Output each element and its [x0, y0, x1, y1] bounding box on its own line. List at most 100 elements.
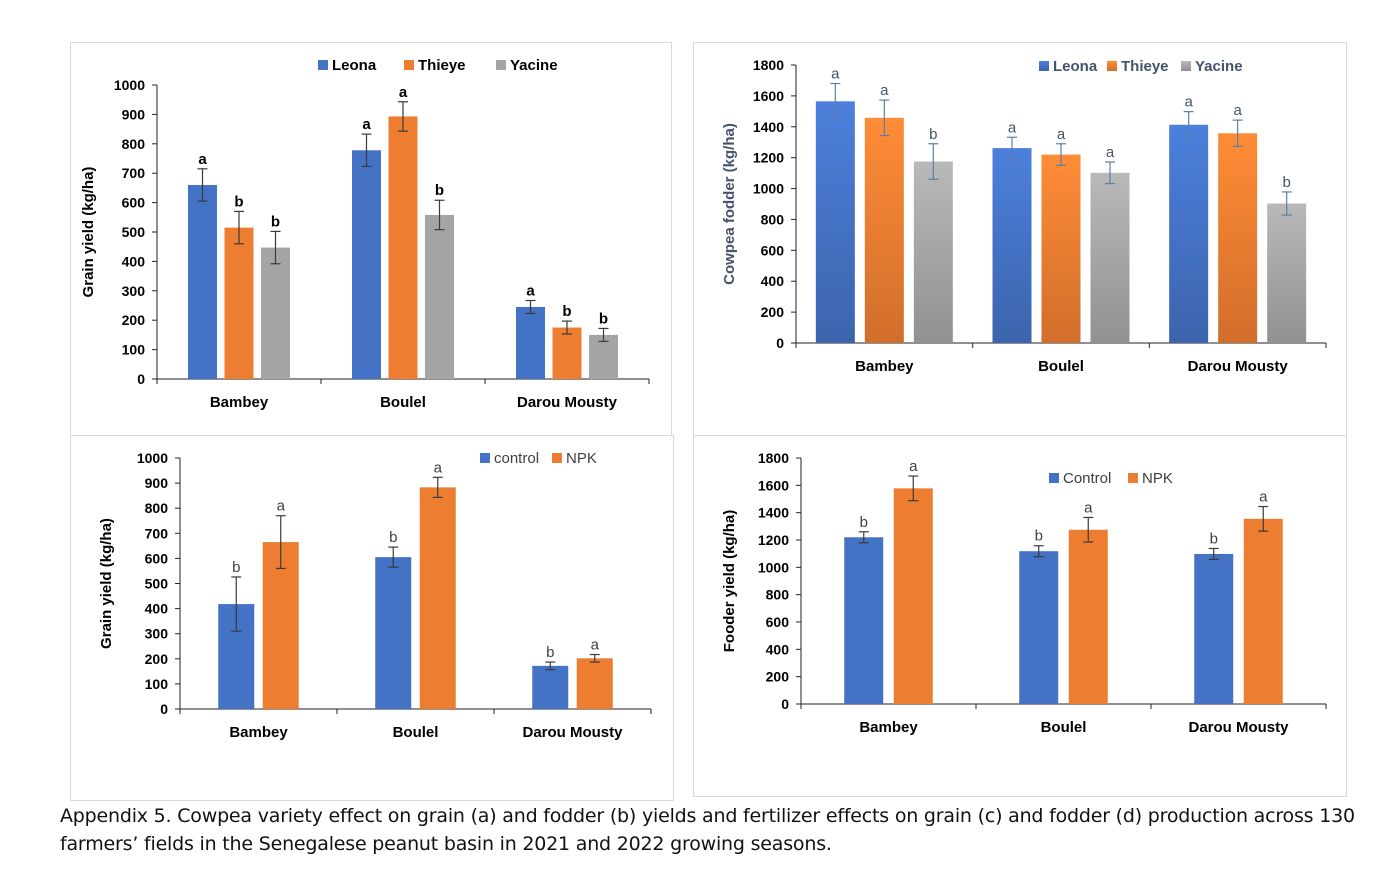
chart-panel-c: 0 100 200 300 400 500 600 700 800 900 1000 Grain yi… — [70, 435, 674, 801]
y-tick-label: 1800 — [753, 57, 784, 73]
y-tick-label: 1000 — [137, 450, 168, 466]
bar-leona — [1169, 124, 1209, 344]
y-tick-label: 1000 — [758, 559, 789, 575]
y-tick-label: 600 — [761, 242, 785, 258]
bar-yacine — [1090, 172, 1130, 343]
category-label: Darou Mousty — [522, 724, 623, 741]
significance-letter: b — [1282, 174, 1290, 191]
category-label: Darou Mousty — [517, 394, 618, 411]
y-tick-label: 800 — [761, 211, 785, 227]
legend-swatch — [1107, 61, 1117, 71]
category-label: Boulel — [380, 394, 426, 411]
category-label: Bambey — [210, 394, 269, 411]
legend-swatch — [404, 60, 414, 70]
y-tick-label: 0 — [781, 696, 789, 712]
significance-letter: a — [1259, 489, 1268, 506]
significance-letter: a — [909, 458, 918, 475]
bar-control — [844, 537, 884, 704]
bar-npk — [419, 487, 456, 709]
significance-letter: a — [526, 283, 535, 300]
bar-thieye — [388, 116, 418, 379]
legend-label: Thieye — [418, 57, 466, 74]
y-tick-label: 0 — [160, 701, 168, 717]
y-tick-label: 800 — [122, 136, 146, 152]
y-tick-label: 300 — [122, 283, 146, 299]
bar-npk — [893, 488, 933, 704]
significance-letter: a — [198, 151, 207, 168]
y-tick-label: 0 — [137, 371, 145, 387]
significance-letter: b — [389, 529, 397, 546]
legend-swatch — [1049, 473, 1059, 483]
chart-b: 0 200 400 600 800 1000 1200 1400 1600 1800 Cowpea … — [721, 57, 1327, 375]
significance-letter: a — [434, 459, 443, 476]
bar-leona — [992, 148, 1032, 343]
y-tick-label: 400 — [122, 253, 146, 269]
figure-caption: Appendix 5. Cowpea variety effect on gra… — [60, 805, 1355, 855]
significance-letter: a — [1057, 126, 1066, 143]
significance-letter: a — [831, 66, 840, 83]
legend-label: Leona — [332, 57, 377, 74]
category-label: Bambey — [859, 719, 918, 736]
y-axis-label: Fooder yield (kg/ha) — [721, 510, 738, 653]
bar-thieye — [1041, 154, 1081, 343]
category-label: Boulel — [1038, 358, 1084, 375]
y-tick-label: 1000 — [114, 77, 145, 93]
bar-leona — [516, 306, 545, 379]
y-axis-label: Grain yield (kg/ha) — [80, 167, 97, 298]
legend-label: Yacine — [510, 57, 558, 74]
legend-swatch — [1181, 61, 1191, 71]
y-tick-label: 400 — [145, 601, 169, 617]
bar-yacine — [425, 214, 454, 379]
y-tick-label: 400 — [766, 641, 790, 657]
y-tick-label: 400 — [761, 273, 785, 289]
y-tick-label: 1200 — [753, 150, 784, 166]
y-tick-label: 200 — [761, 304, 785, 320]
category-label: Bambey — [229, 724, 288, 741]
significance-letter: b — [546, 644, 554, 661]
y-tick-label: 200 — [122, 312, 146, 328]
y-tick-label: 700 — [145, 525, 169, 541]
y-tick-label: 1400 — [753, 119, 784, 135]
significance-letter: b — [929, 126, 937, 143]
chart-panel-a: 0 100 200 300 400 500 600 700 800 900 1000 Grain yi… — [70, 42, 672, 436]
y-tick-label: 800 — [766, 587, 790, 603]
significance-letter: a — [1106, 144, 1115, 161]
legend-label: Thieye — [1121, 58, 1169, 75]
legend-swatch — [318, 60, 328, 70]
y-tick-label: 1200 — [758, 532, 789, 548]
bar-yacine — [913, 161, 953, 343]
bar-control — [532, 665, 569, 709]
legend-label: Leona — [1053, 58, 1098, 75]
y-tick-label: 500 — [122, 224, 146, 240]
significance-letter: a — [1008, 119, 1017, 136]
y-tick-label: 1400 — [758, 505, 789, 521]
significance-letter: a — [1233, 102, 1242, 119]
y-axis-label: Cowpea fodder (kg/ha) — [721, 123, 738, 285]
y-tick-label: 500 — [145, 576, 169, 592]
bar-npk — [1243, 518, 1283, 704]
y-tick-label: 600 — [122, 195, 146, 211]
chart-a: 0 100 200 300 400 500 600 700 800 900 1000 Grain yi… — [80, 57, 650, 411]
significance-letter: b — [1035, 528, 1043, 545]
y-tick-label: 1600 — [758, 477, 789, 493]
significance-letter: b — [1210, 530, 1218, 547]
category-label: Boulel — [393, 724, 439, 741]
y-tick-label: 200 — [145, 651, 169, 667]
chart-panel-b: 0 200 400 600 800 1000 1200 1400 1600 1800 Cowpea … — [693, 42, 1347, 436]
legend-swatch — [480, 453, 490, 463]
bar-npk — [262, 542, 299, 709]
category-label: Bambey — [855, 358, 914, 375]
y-tick-label: 200 — [766, 669, 790, 685]
bar-thieye — [864, 117, 904, 343]
bar-npk — [1068, 529, 1108, 704]
significance-letter: a — [277, 498, 286, 515]
y-tick-label: 700 — [122, 165, 146, 181]
y-axis-label: Grain yield (kg/ha) — [98, 518, 115, 649]
significance-letter: b — [234, 193, 243, 210]
legend-label: control — [494, 450, 539, 467]
bar-npk — [576, 658, 613, 709]
y-tick-label: 100 — [122, 342, 146, 358]
significance-letter: b — [271, 213, 280, 230]
significance-letter: b — [860, 514, 868, 531]
bar-thieye — [552, 327, 582, 379]
